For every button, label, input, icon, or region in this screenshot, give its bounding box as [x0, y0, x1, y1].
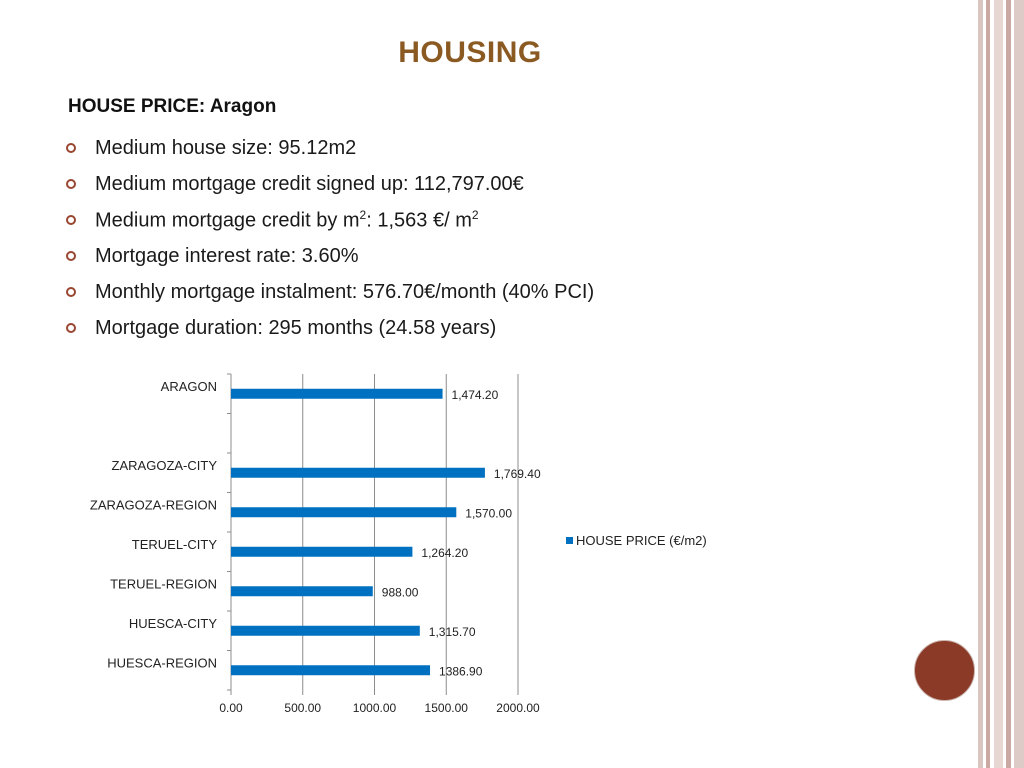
x-tick-label: 1000.00 — [353, 701, 397, 715]
bullet-item: Mortgage interest rate: 3.60% — [66, 238, 594, 274]
bullet-item: Mortgage duration: 295 months (24.58 yea… — [66, 310, 594, 346]
bullet-text: Medium mortgage credit signed up: 112,79… — [95, 172, 524, 195]
data-label: 1,264.20 — [421, 546, 468, 560]
legend-label: HOUSE PRICE (€/m2) — [576, 533, 707, 548]
category-label: HUESCA-REGION — [107, 655, 217, 670]
x-tick-label: 1500.00 — [425, 701, 469, 715]
bullet-marker-icon — [66, 179, 76, 189]
bullet-marker-icon — [66, 287, 76, 297]
bar — [231, 388, 443, 399]
bullet-text: Monthly mortgage instalment: 576.70€/mon… — [95, 280, 595, 303]
edge-stripe — [994, 0, 1003, 768]
bullet-text: Medium mortgage credit by m2: 1,563 €/ m… — [95, 208, 479, 233]
edge-stripe — [1014, 0, 1024, 768]
bullet-marker-icon — [66, 251, 76, 261]
data-label: 1,315.70 — [429, 625, 476, 639]
category-label: TERUEL-CITY — [132, 537, 218, 552]
edge-stripe — [978, 0, 983, 768]
x-tick-label: 500.00 — [284, 701, 321, 715]
x-tick-label: 0.00 — [219, 701, 243, 715]
category-label: HUESCA-CITY — [129, 616, 217, 631]
bar — [231, 546, 413, 557]
bar — [231, 665, 431, 676]
bullet-text: Mortgage interest rate: 3.60% — [95, 244, 359, 267]
data-label: 988.00 — [382, 585, 419, 599]
data-label: 1,570.00 — [465, 506, 512, 520]
legend-swatch — [566, 537, 573, 544]
bar — [231, 467, 485, 478]
bullet-text-part: Medium mortgage credit by m — [95, 209, 360, 232]
edge-stripe — [986, 0, 990, 768]
data-label: 1,769.40 — [494, 467, 541, 481]
bullet-item: Medium mortgage credit signed up: 112,79… — [66, 166, 594, 202]
bullet-item: Medium house size: 95.12m2 — [66, 130, 594, 166]
bullet-list: Medium house size: 95.12m2 Medium mortga… — [66, 130, 594, 346]
subheading: HOUSE PRICE: Aragon — [68, 96, 277, 117]
category-label: ZARAGOZA-REGION — [90, 497, 217, 512]
decorative-circle — [914, 640, 975, 701]
data-label: 1,474.20 — [452, 388, 499, 402]
category-label: TERUEL-REGION — [110, 576, 217, 591]
bar — [231, 625, 420, 636]
edge-stripe — [1006, 0, 1011, 768]
bar — [231, 507, 457, 518]
data-label: 1386.90 — [439, 664, 483, 678]
bullet-item: Medium mortgage credit by m2: 1,563 €/ m… — [66, 202, 594, 238]
superscript: 2 — [471, 207, 479, 222]
category-label: ARAGON — [161, 379, 217, 394]
bullet-text-part: : 1,563 €/ m — [366, 209, 472, 232]
bullet-marker-icon — [66, 323, 76, 333]
bar — [231, 586, 373, 597]
bullet-marker-icon — [66, 143, 76, 153]
bullet-marker-icon — [66, 215, 76, 225]
bullet-item: Monthly mortgage instalment: 576.70€/mon… — [66, 274, 594, 310]
superscript: 2 — [359, 207, 367, 222]
slide-title: HOUSING — [398, 36, 542, 69]
house-price-chart: 0.00 500.00 1000.00 1500.00 2000.00 ARAGON 1,4… — [90, 373, 707, 715]
bullet-text: Mortgage duration: 295 months (24.58 yea… — [95, 316, 497, 339]
category-label: ZARAGOZA-CITY — [112, 458, 218, 473]
x-tick-label: 2000.00 — [496, 701, 540, 715]
bullet-text: Medium house size: 95.12m2 — [95, 136, 357, 159]
